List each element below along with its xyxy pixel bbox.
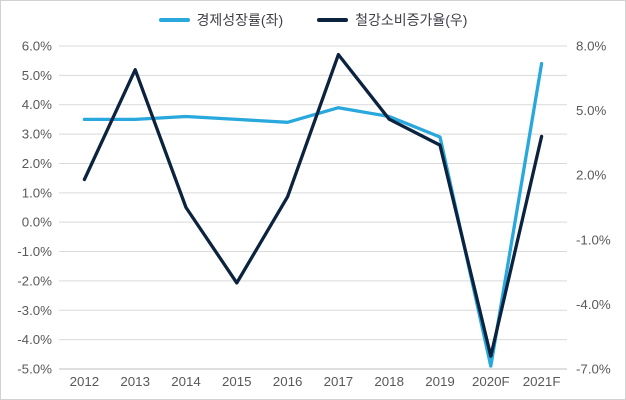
x-axis-tick-label: 2014 (171, 374, 201, 389)
left-axis-tick-label: 6.0% (22, 39, 52, 54)
left-axis-tick-label: -4.0% (17, 332, 52, 347)
x-axis-tick-label: 2017 (324, 374, 354, 389)
x-axis-tick-label: 2019 (425, 374, 455, 389)
gridlines (59, 45, 567, 370)
left-axis-tick-label: 4.0% (22, 97, 52, 112)
right-axis-tick-label: -1.0% (576, 232, 611, 247)
x-axis-tick-label: 2015 (222, 374, 252, 389)
legend-item-economic-growth[interactable]: 경제성장률(좌) (158, 10, 284, 30)
x-axis-tick-label: 2018 (374, 374, 404, 389)
right-axis-tick-label: 5.0% (576, 103, 606, 118)
right-axis-tick-label: 2.0% (576, 168, 606, 183)
right-axis-tick-label: 8.0% (576, 39, 606, 54)
x-axis-tick-label: 2013 (120, 374, 150, 389)
left-axis-tick-label: -2.0% (17, 273, 52, 288)
left-axis-tick-labels: 6.0% 5.0% 4.0% 3.0% 2.0% 1.0% 0.0% -1.0% -2.0% -3… (17, 39, 52, 377)
left-axis-tick-label: -3.0% (17, 303, 52, 318)
left-axis-tick-label: 1.0% (22, 185, 52, 200)
legend-item-steel-consumption[interactable]: 철강소비증가율(우) (317, 10, 467, 30)
right-axis-tick-labels: 8.0% 5.0% 2.0% -1.0% -4.0% -7.0% (576, 39, 611, 377)
left-axis-tick-label: -5.0% (17, 362, 52, 377)
x-axis-tick-label: 2021F (523, 374, 561, 389)
x-axis-tick-label: 2020F (472, 374, 510, 389)
legend-line-swatch-steel-consumption (317, 18, 349, 22)
right-axis-tick-label: -4.0% (576, 297, 611, 312)
right-axis-tick-label: -7.0% (576, 362, 611, 377)
legend-line-swatch-economic-growth (158, 18, 190, 22)
series-line-steel-consumption (82, 52, 544, 358)
left-axis-tick-label: 5.0% (22, 68, 52, 83)
left-axis-tick-label: 3.0% (22, 127, 52, 142)
left-axis-tick-label: 2.0% (22, 156, 52, 171)
left-axis-tick-label: -1.0% (17, 244, 52, 259)
legend-label-steel-consumption: 철강소비증가율(우) (355, 12, 468, 28)
left-axis-tick-label: 0.0% (22, 215, 52, 230)
chart-legend: 경제성장률(좌) 철강소비증가율(우) (1, 9, 625, 31)
x-axis-tick-labels: 2012 2013 2014 2015 2016 2017 2018 2019 2020F 202… (70, 374, 561, 389)
legend-label-economic-growth: 경제성장률(좌) (196, 12, 284, 28)
series-lines (82, 52, 544, 368)
series-line-economic-growth (82, 61, 544, 368)
x-axis-tick-label: 2012 (70, 374, 100, 389)
x-axis-tick-label: 2016 (273, 374, 303, 389)
